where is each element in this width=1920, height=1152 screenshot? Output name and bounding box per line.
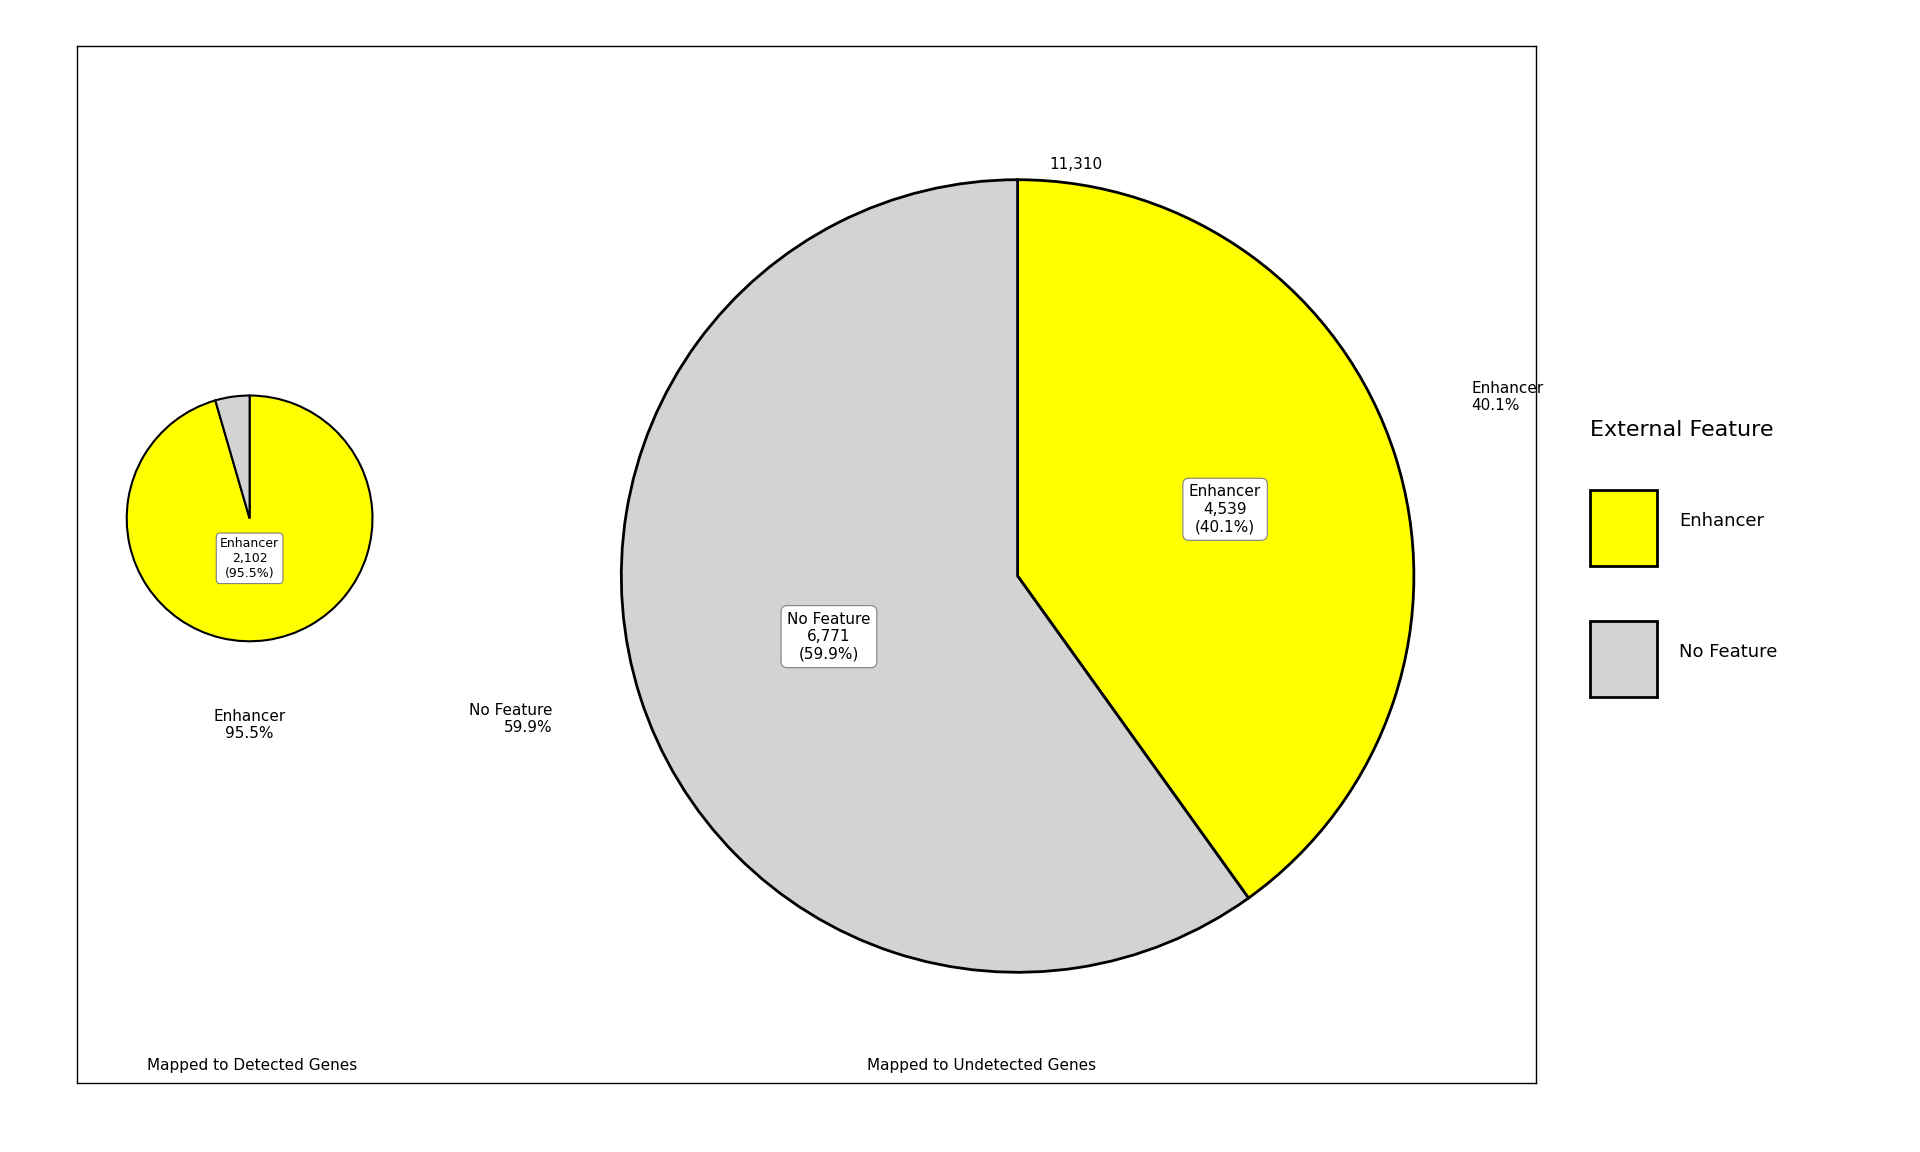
Text: Enhancer
40.1%: Enhancer 40.1% (1471, 380, 1544, 414)
Wedge shape (127, 395, 372, 642)
Text: Mapped to Detected Genes: Mapped to Detected Genes (146, 1058, 357, 1073)
Wedge shape (1018, 180, 1413, 899)
Text: Enhancer
95.5%: Enhancer 95.5% (213, 708, 286, 741)
Wedge shape (622, 180, 1248, 972)
Text: No Feature
59.9%: No Feature 59.9% (468, 703, 553, 735)
Wedge shape (215, 395, 250, 518)
Text: No Feature
6,771
(59.9%): No Feature 6,771 (59.9%) (787, 612, 870, 661)
Text: Enhancer
2,102
(95.5%): Enhancer 2,102 (95.5%) (221, 537, 278, 579)
FancyBboxPatch shape (1590, 490, 1657, 566)
FancyBboxPatch shape (1590, 621, 1657, 697)
Text: Enhancer: Enhancer (1678, 511, 1764, 530)
Text: Enhancer
4,539
(40.1%): Enhancer 4,539 (40.1%) (1188, 484, 1261, 535)
Text: 11,310: 11,310 (1050, 157, 1102, 172)
Text: External Feature: External Feature (1590, 420, 1774, 440)
Text: No Feature: No Feature (1678, 643, 1778, 661)
Text: Mapped to Undetected Genes: Mapped to Undetected Genes (868, 1058, 1096, 1073)
